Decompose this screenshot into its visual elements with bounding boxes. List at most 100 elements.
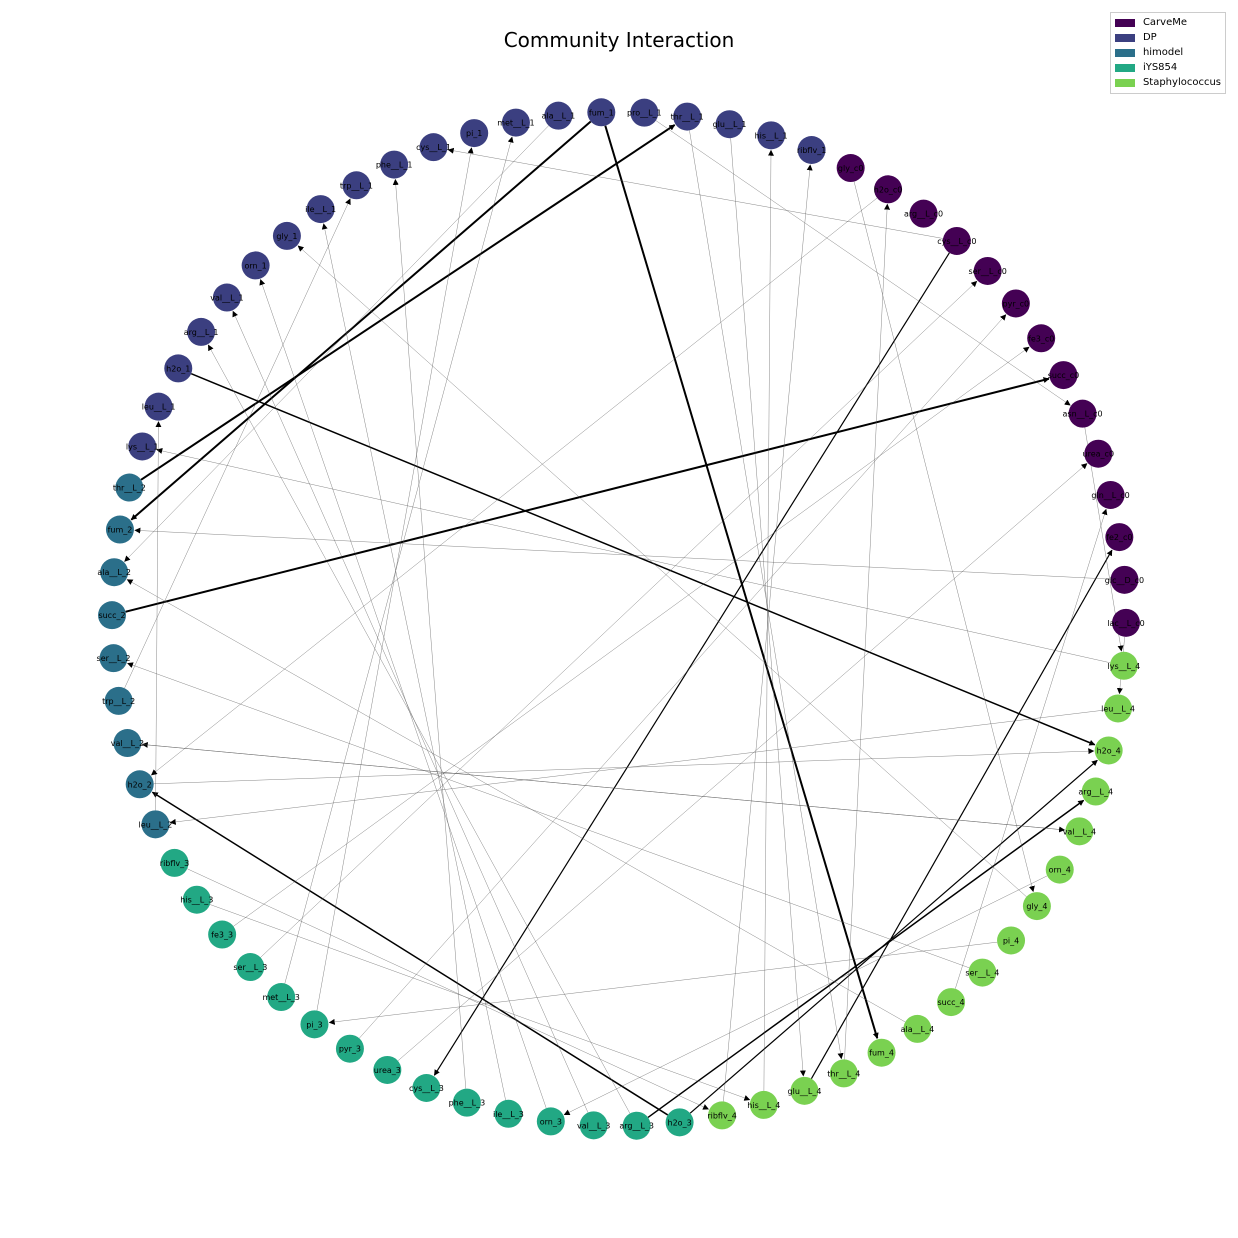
node-label: ser__L_4: [965, 969, 999, 978]
diagram-title: Community Interaction: [503, 28, 735, 52]
node: h2o_c0: [874, 175, 903, 204]
node-label: thr__L_4: [827, 1069, 860, 1078]
node-label: glc__D_c0: [1105, 576, 1144, 585]
node: lac__L_c0: [1107, 608, 1145, 637]
node: val__L_1: [210, 283, 244, 312]
node-circle: [544, 101, 573, 130]
node-circle: [98, 601, 127, 630]
edge: [209, 904, 751, 1101]
node-circle: [412, 1073, 441, 1102]
legend-item: himodel: [1114, 45, 1221, 60]
node: arg__L_1: [184, 317, 218, 346]
node: arg__L_c0: [904, 199, 943, 228]
edge: [208, 344, 631, 1114]
edge: [723, 164, 813, 1102]
node: ala__L_2: [97, 558, 131, 587]
edge: [397, 463, 1088, 1061]
node-label: his__L_1: [755, 131, 788, 140]
edge: [447, 147, 944, 239]
node-circle: [673, 102, 702, 131]
node-label: succ_4: [938, 998, 965, 1007]
node-circle: [373, 1055, 402, 1084]
node-label: orn_1: [245, 261, 267, 270]
node: orn_3: [536, 1107, 565, 1136]
node-label: urea_c0: [1083, 450, 1115, 459]
node-circle: [115, 473, 144, 502]
node-circle: [1022, 892, 1051, 921]
node-label: h2o_1: [166, 364, 190, 373]
node-circle: [1065, 817, 1094, 846]
node-circle: [1109, 651, 1138, 680]
node-circle: [335, 1034, 364, 1063]
node: lys__L_1: [126, 432, 159, 461]
node-label: his__L_3: [180, 896, 213, 905]
node-label: phe__L_1: [376, 161, 413, 170]
node-circle: [300, 1010, 329, 1039]
node-label: arg__L_c0: [904, 210, 943, 219]
edges-layer: [124, 120, 1125, 1119]
node: glu__L_1: [713, 110, 747, 139]
node-circle: [715, 110, 744, 139]
edge: [604, 125, 879, 1039]
node: pi_3: [300, 1010, 329, 1039]
edge: [141, 744, 1066, 833]
node-circle: [757, 121, 786, 150]
node: ribflv_3: [160, 848, 189, 877]
node-label: gly_4: [1026, 902, 1047, 911]
node-circle: [342, 171, 371, 200]
node-label: succ_c0: [1048, 371, 1080, 380]
node: gly_1: [272, 221, 301, 250]
node-label: lac__L_c0: [1107, 619, 1144, 628]
node-label: ala__L_1: [542, 112, 576, 121]
node-circle: [903, 1014, 932, 1043]
legend-item: DP: [1114, 30, 1221, 45]
node-circle: [104, 686, 133, 715]
node-circle: [909, 199, 938, 228]
node-circle: [1110, 565, 1139, 594]
node: ribflv_1: [797, 136, 826, 165]
node: his__L_4: [747, 1090, 780, 1119]
node: leu__L_4: [1101, 694, 1135, 723]
edge: [297, 245, 1027, 897]
node-circle: [867, 1038, 896, 1067]
node-circle: [587, 98, 616, 127]
node-circle: [665, 1108, 694, 1137]
node-label: ser__L_2: [97, 654, 131, 663]
node-label: lys__L_1: [126, 442, 159, 451]
edge: [134, 527, 1111, 580]
node: h2o_3: [665, 1108, 694, 1137]
node: cys__L_1: [416, 133, 451, 162]
node: fe2_c0: [1105, 523, 1134, 552]
node-circle: [937, 988, 966, 1017]
edge: [763, 149, 774, 1091]
node: thr__L_4: [827, 1059, 860, 1088]
node-label: pi_1: [466, 129, 482, 138]
node-circle: [144, 392, 173, 421]
legend-item: iYS854: [1114, 60, 1221, 75]
node-label: met__L_3: [262, 993, 299, 1002]
node-circle: [306, 195, 335, 224]
node: arg__L_3: [619, 1111, 654, 1140]
node-circle: [236, 953, 265, 982]
node-circle: [790, 1076, 819, 1105]
node-label: trp__L_1: [340, 181, 373, 190]
node-label: ile__L_1: [305, 205, 336, 214]
node: pyr_c0: [1001, 289, 1030, 318]
node-label: ribflv_4: [707, 1111, 736, 1120]
node-circle: [1027, 324, 1056, 353]
node: gln__L_c0: [1091, 480, 1130, 509]
node-label: fum_1: [589, 108, 614, 117]
node-label: fum_4: [869, 1049, 894, 1058]
node-circle: [460, 119, 489, 148]
node-circle: [874, 175, 903, 204]
nodes-layer: fum_1 pro__L_1 thr__L_1 glu__L_1 his__L_1rib…: [97, 98, 1145, 1140]
edge: [125, 377, 1050, 613]
node: glc__D_c0: [1105, 565, 1144, 594]
node-label: leu__L_1: [142, 403, 176, 412]
node-circle: [1049, 361, 1078, 390]
edge: [810, 549, 1113, 1079]
node-label: pyr_3: [339, 1045, 361, 1054]
legend-swatch: [1114, 18, 1135, 27]
node-circle: [1111, 608, 1140, 637]
